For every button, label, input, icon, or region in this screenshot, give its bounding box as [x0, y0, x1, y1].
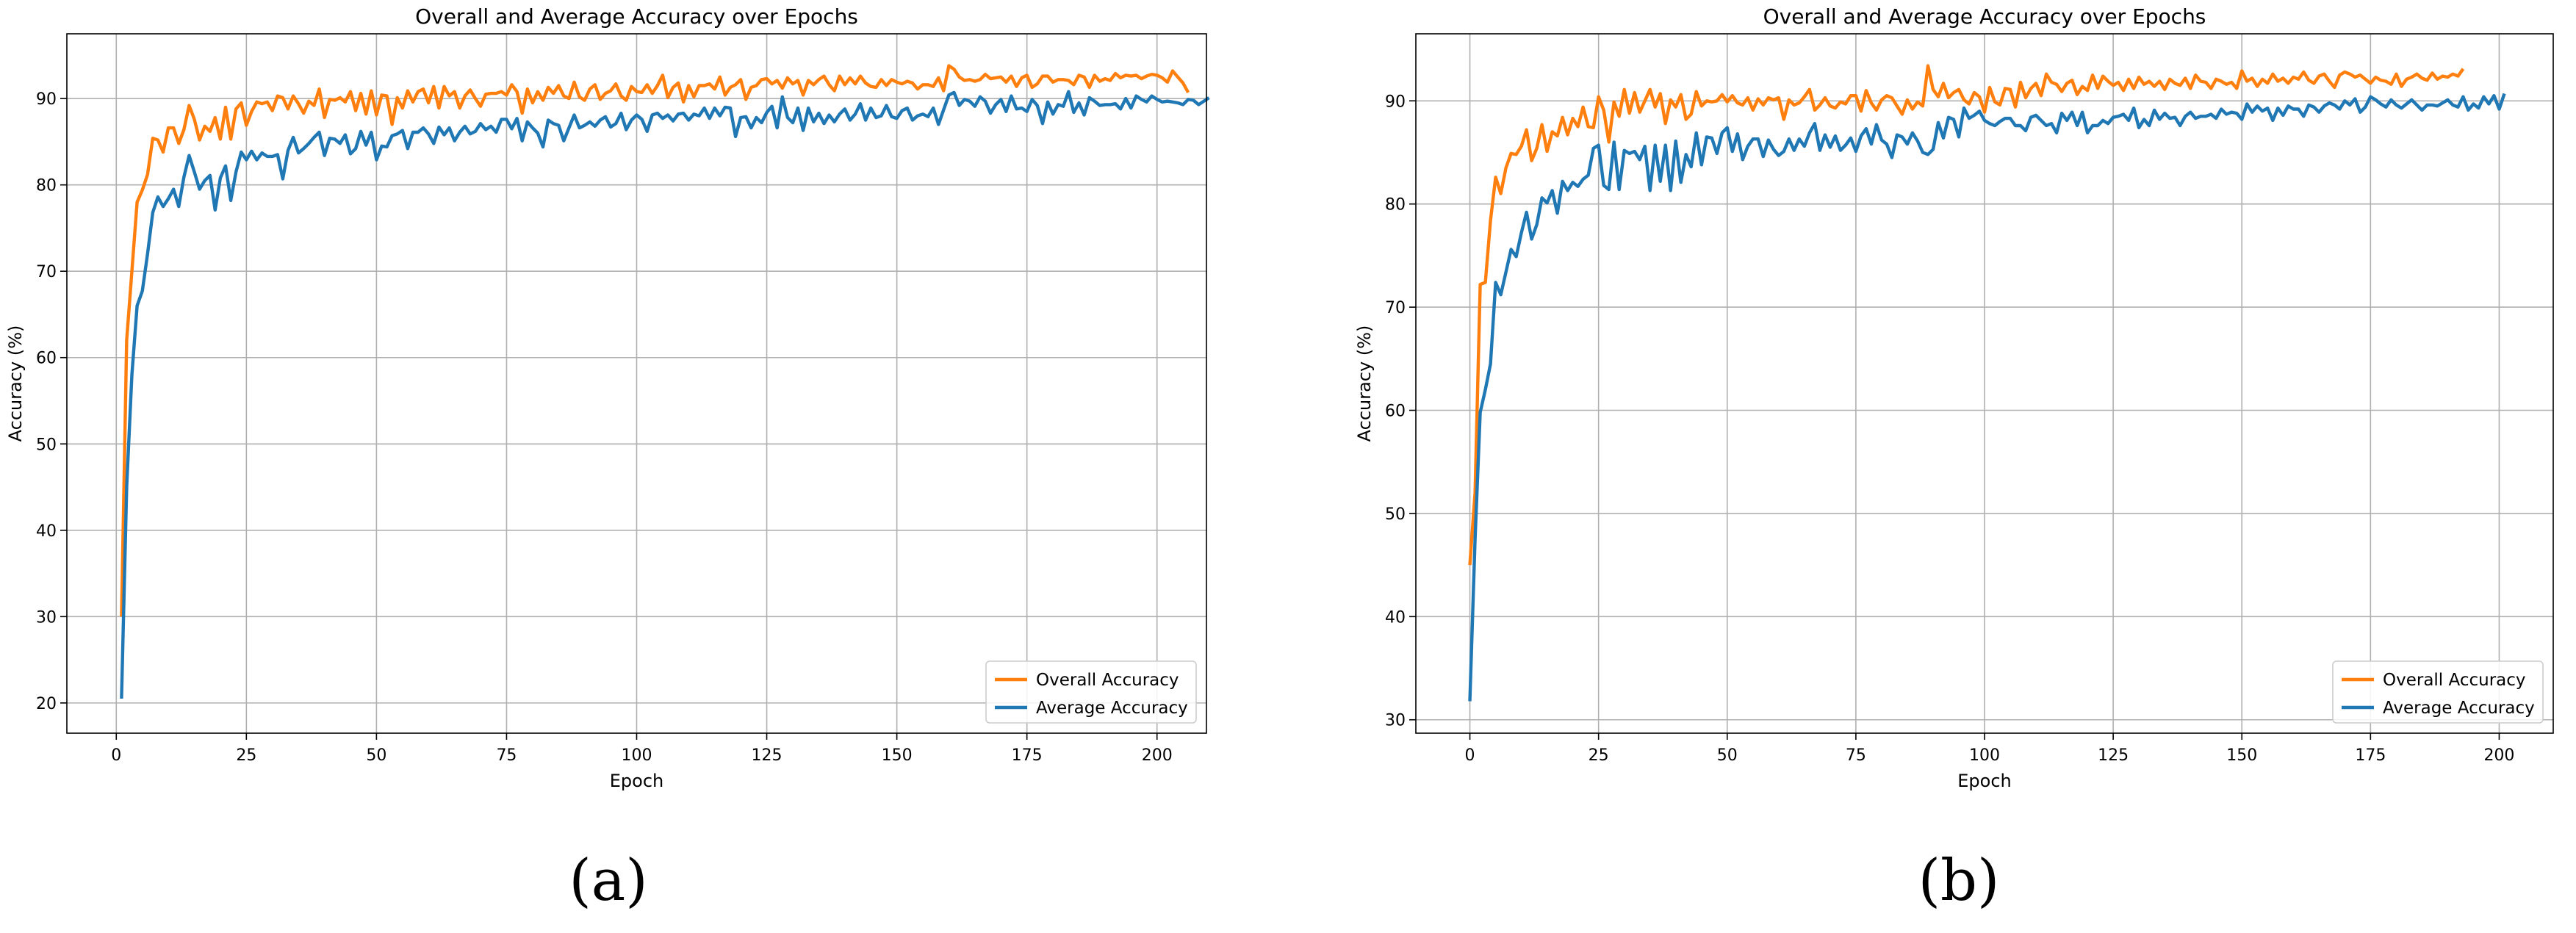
x-tick-label-b: 25	[1589, 746, 1609, 765]
plot-frame-b	[1415, 33, 2554, 734]
y-tick-label-b: 90	[1385, 93, 1406, 111]
x-tick-label-b: 0	[1465, 746, 1475, 765]
x-tick-label-b: 50	[1717, 746, 1738, 765]
x-tick-label-a: 25	[236, 746, 256, 765]
x-tick-label-b: 100	[1969, 746, 2000, 765]
x-tick-label-b: 125	[2098, 746, 2129, 765]
y-tick-label-a: 30	[36, 608, 57, 627]
x-tick-label-a: 100	[622, 746, 652, 765]
legend-label-average-a: Average Accuracy	[1036, 699, 1188, 718]
chart-title-b: Overall and Average Accuracy over Epochs	[1763, 4, 2206, 29]
y-tick-label-b: 30	[1385, 712, 1406, 730]
x-tick-label-b: 175	[2355, 746, 2386, 765]
overall-accuracy-line-a	[120, 64, 1190, 617]
x-tick-label-a: 175	[1012, 746, 1043, 765]
y-tick-label-a: 50	[36, 436, 57, 454]
overall-accuracy-line-b	[1468, 64, 2465, 566]
chart-title-a: Overall and Average Accuracy over Epochs	[415, 4, 858, 29]
panel-b: 0 25 50 75 100 125 150 175 200 30 40 50 60 70 80 90 Ove…	[1354, 4, 2554, 914]
y-tick-label-b: 60	[1385, 403, 1406, 421]
x-tick-label-a: 150	[882, 746, 913, 765]
y-axis-label-b: Accuracy (%)	[1354, 325, 1375, 442]
average-accuracy-line-b	[1468, 93, 2506, 702]
x-tick-label-b: 150	[2226, 746, 2257, 765]
x-tick-label-a: 125	[752, 746, 782, 765]
y-axis-label-a: Accuracy (%)	[5, 325, 26, 442]
y-tick-label-a: 40	[36, 522, 57, 541]
legend-b: Overall Accuracy Average Accuracy	[2332, 660, 2544, 724]
y-tick-label-a: 20	[36, 695, 57, 713]
panel-caption-a: (a)	[569, 848, 647, 914]
y-tick-label-b: 70	[1385, 299, 1406, 317]
x-axis-label-b: Epoch	[1957, 771, 2012, 791]
panel-caption-b: (b)	[1918, 848, 2000, 914]
y-tick-label-a: 80	[36, 177, 57, 195]
legend-box-a	[985, 660, 1197, 724]
legend-a: Overall Accuracy Average Accuracy	[985, 660, 1197, 724]
legend-box-b	[2332, 660, 2544, 724]
x-tick-label-a: 0	[111, 746, 121, 765]
x-tick-label-b: 200	[2483, 746, 2514, 765]
x-tick-label-a: 50	[366, 746, 386, 765]
y-tick-label-b: 50	[1385, 505, 1406, 524]
x-axis-label-a: Epoch	[610, 771, 664, 791]
y-tick-label-b: 80	[1385, 196, 1406, 215]
y-tick-label-a: 60	[36, 350, 57, 368]
panel-a: 0 25 50 75 100 125 150 175 200 20 30 40 50 60 70 80 90 O…	[5, 4, 1210, 914]
legend-label-overall-b: Overall Accuracy	[2383, 671, 2526, 690]
x-tick-label-b: 75	[1846, 746, 1866, 765]
legend-label-overall-a: Overall Accuracy	[1036, 671, 1179, 690]
average-accuracy-line-a	[120, 90, 1210, 699]
plot-frame-a	[66, 33, 1207, 734]
y-tick-label-a: 90	[36, 90, 57, 109]
legend-label-average-b: Average Accuracy	[2383, 699, 2535, 718]
x-tick-label-a: 200	[1142, 746, 1173, 765]
y-tick-label-a: 70	[36, 263, 57, 281]
x-tick-label-a: 75	[496, 746, 517, 765]
y-tick-label-b: 40	[1385, 608, 1406, 627]
